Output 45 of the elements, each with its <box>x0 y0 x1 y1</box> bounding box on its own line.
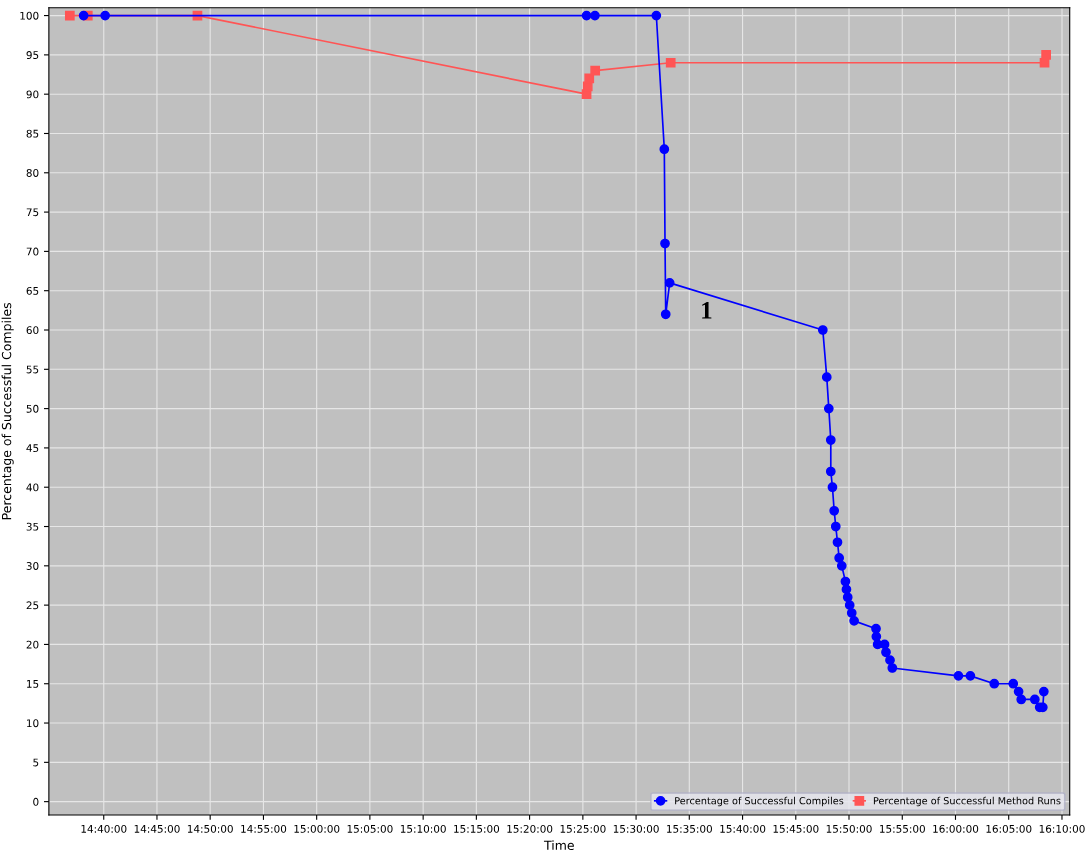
x-tick-label: 15:25:00 <box>560 824 606 833</box>
x-tick-label: 15:15:00 <box>454 824 500 833</box>
y-tick-label: 90 <box>26 90 39 99</box>
x-tick-label: 15:00:00 <box>294 824 340 833</box>
x-tick-label: 14:45:00 <box>134 824 180 833</box>
x-tick-label: 15:10:00 <box>400 824 446 833</box>
x-tick-label: 15:50:00 <box>826 824 872 833</box>
y-tick-label: 70 <box>26 247 39 256</box>
y-tick-label: 15 <box>27 680 39 688</box>
y-tick-label: 10 <box>27 719 39 728</box>
x-tick-label: 15:20:00 <box>507 824 553 833</box>
y-tick-label: 80 <box>26 169 39 177</box>
legend-label: Percentage of Successful Compiles <box>675 796 844 807</box>
y-tick-label: 5 <box>33 758 39 767</box>
y-tick-label: 30 <box>26 562 39 570</box>
legend-label: Percentage of Successful Method Runs <box>873 796 1061 807</box>
x-tick-label: 14:40:00 <box>81 824 127 833</box>
y-tick-label: 100 <box>20 11 39 20</box>
annotation: 1 <box>702 302 712 319</box>
y-tick-label: 55 <box>26 365 39 374</box>
y-tick-label: 50 <box>26 404 39 413</box>
y-tick-label: 25 <box>26 601 39 610</box>
x-tick-label: 15:30:00 <box>613 824 659 833</box>
x-axis-title: Time <box>543 840 574 851</box>
x-tick-label: 16:10:00 <box>1039 824 1085 833</box>
x-tick-label: 15:45:00 <box>773 824 819 833</box>
y-tick-label: 0 <box>33 797 39 806</box>
x-tick-label: 15:40:00 <box>720 824 766 833</box>
y-tick-label: 85 <box>26 129 39 138</box>
y-tick-label: 60 <box>26 326 39 335</box>
y-tick-label: 45 <box>26 444 39 453</box>
y-tick-label: 35 <box>26 522 39 531</box>
y-tick-label: 40 <box>26 483 39 492</box>
y-tick-label: 95 <box>26 51 39 59</box>
x-tick-label: 16:05:00 <box>986 824 1032 833</box>
y-tick-label: 20 <box>26 640 39 649</box>
x-tick-label: 15:55:00 <box>880 824 925 833</box>
y-tick-label: 65 <box>26 286 39 295</box>
y-axis-title: Percentage of Successful Compiles <box>1 302 14 520</box>
y-tick-label: 75 <box>26 208 39 217</box>
x-tick-label: 14:50:00 <box>187 824 233 833</box>
x-tick-label: 14:55:00 <box>241 824 287 833</box>
x-tick-label: 16:00:00 <box>933 824 979 833</box>
x-tick-label: 15:35:00 <box>667 824 712 833</box>
x-tick-label: 15:05:00 <box>347 824 393 833</box>
